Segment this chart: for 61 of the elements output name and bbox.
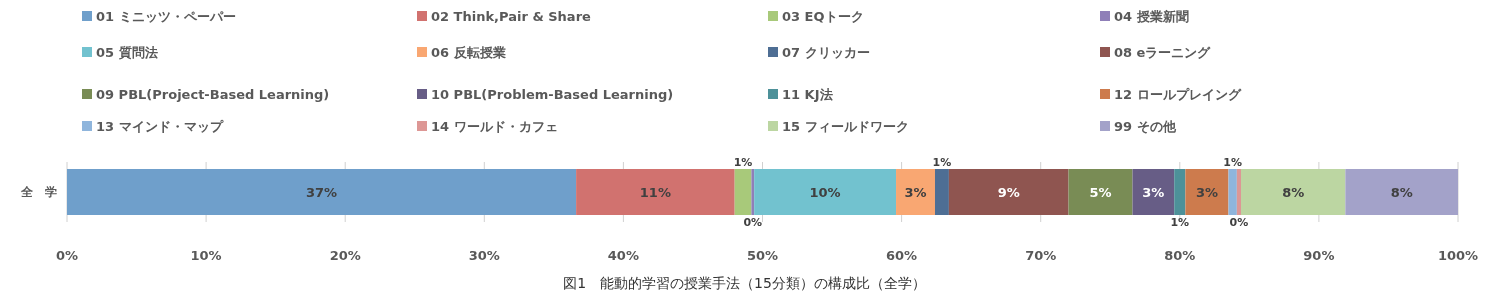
bar bbox=[1241, 169, 1346, 215]
x-tick-label: 50% bbox=[746, 248, 779, 263]
data-label: 8% bbox=[1390, 184, 1413, 200]
bar bbox=[754, 169, 897, 215]
data-label: 1% bbox=[932, 155, 952, 169]
data-label: 10% bbox=[809, 184, 841, 200]
legend-label: 06 反転授業 bbox=[431, 44, 506, 60]
bar bbox=[1132, 169, 1175, 215]
legend-label: 11 KJ法 bbox=[782, 86, 833, 102]
bar bbox=[934, 169, 949, 215]
x-tick-label: 10% bbox=[190, 248, 222, 263]
legend-label: 01 ミニッツ・ペーパー bbox=[96, 8, 236, 24]
caption: 図1 能動的学習の授業手法（15分類）の構成比（全学） bbox=[563, 275, 926, 291]
legend-label: 08 eラーニング bbox=[1114, 44, 1212, 60]
bar bbox=[751, 169, 755, 215]
data-label: 9% bbox=[997, 184, 1020, 200]
bar bbox=[67, 169, 577, 215]
x-tick-label: 70% bbox=[1025, 248, 1057, 263]
bar bbox=[576, 169, 735, 215]
legend-label: 15 フィールドワーク bbox=[782, 118, 909, 134]
legend-label: 03 EQトーク bbox=[782, 8, 864, 24]
bar bbox=[1068, 169, 1133, 215]
legend-label: 99 その他 bbox=[1114, 118, 1177, 134]
x-tick-label: 40% bbox=[607, 248, 639, 263]
legend-label: 09 PBL(Project-Based Learning) bbox=[96, 86, 330, 102]
x-tick-label: 100% bbox=[1437, 248, 1479, 263]
legend-label: 13 マインド・マップ bbox=[96, 118, 224, 134]
data-label: 3% bbox=[1195, 184, 1218, 200]
data-label: 1% bbox=[733, 155, 753, 169]
bar bbox=[734, 169, 752, 215]
legend-label: 02 Think,Pair & Share bbox=[431, 8, 592, 24]
x-tick-label: 20% bbox=[329, 248, 361, 263]
legend-label: 14 ワールド・カフェ bbox=[431, 118, 558, 134]
data-label: 37% bbox=[305, 184, 338, 200]
y-tick-label: 全 学 bbox=[20, 185, 57, 200]
bar bbox=[1228, 169, 1237, 215]
data-label: 3% bbox=[1142, 184, 1165, 200]
legend-label: 04 授業新聞 bbox=[1114, 8, 1189, 24]
bar bbox=[896, 169, 935, 215]
legend-label: 07 クリッカー bbox=[782, 44, 870, 60]
x-tick-label: 30% bbox=[468, 248, 500, 263]
x-tick-label: 80% bbox=[1164, 248, 1196, 263]
data-label: 1% bbox=[1223, 155, 1242, 169]
data-label: 0% bbox=[743, 215, 763, 229]
x-tick-label: 60% bbox=[886, 248, 918, 263]
legend-label: 10 PBL(Problem-Based Learning) bbox=[431, 86, 674, 102]
data-label: 8% bbox=[1282, 184, 1305, 200]
bar bbox=[1174, 169, 1186, 215]
data-label: 1% bbox=[1170, 215, 1190, 229]
x-tick-label: 0% bbox=[55, 248, 79, 263]
data-label: 5% bbox=[1089, 184, 1112, 200]
bar bbox=[1345, 169, 1458, 215]
data-label: 11% bbox=[639, 184, 671, 200]
bar bbox=[948, 169, 1069, 215]
legend-label: 12 ロールプレイング bbox=[1114, 86, 1242, 102]
data-label: 3% bbox=[904, 184, 927, 200]
bar bbox=[1236, 169, 1241, 215]
data-label: 0% bbox=[1229, 215, 1249, 229]
bar bbox=[1185, 169, 1229, 215]
legend-label: 05 質問法 bbox=[96, 44, 158, 60]
x-tick-label: 90% bbox=[1303, 248, 1335, 263]
